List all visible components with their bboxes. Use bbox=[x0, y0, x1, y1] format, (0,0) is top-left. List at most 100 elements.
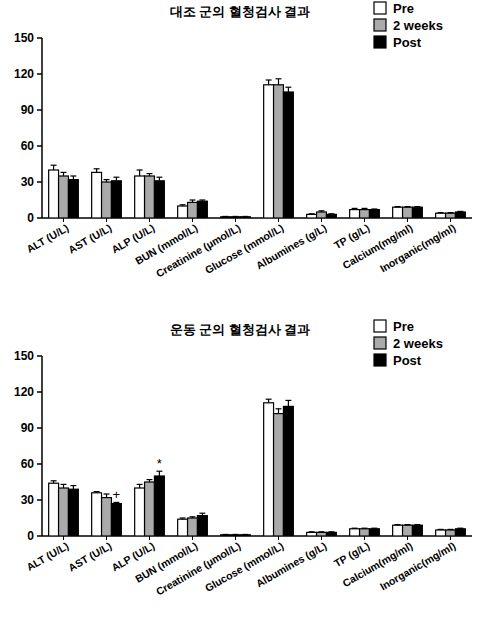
error-bar bbox=[309, 531, 315, 533]
y-tick-label: 120 bbox=[14, 67, 34, 81]
error-cap bbox=[319, 531, 325, 532]
bar bbox=[326, 214, 336, 218]
error-cap bbox=[51, 165, 57, 166]
y-axis bbox=[41, 38, 43, 218]
legend: Pre2 weeksPost bbox=[374, 319, 443, 368]
error-bar bbox=[457, 528, 463, 530]
error-cap bbox=[448, 212, 454, 213]
error-cap bbox=[405, 524, 411, 525]
y-tick bbox=[37, 217, 42, 219]
y-axis bbox=[41, 356, 43, 536]
error-bar bbox=[190, 517, 196, 518]
error-cap bbox=[137, 484, 143, 485]
bar bbox=[102, 498, 112, 536]
x-tick-label: ALT (U/L) bbox=[24, 539, 70, 573]
bars bbox=[49, 79, 466, 218]
bar bbox=[403, 207, 413, 218]
error-cap bbox=[94, 168, 100, 169]
chart: 대조 군의 혈청검사 결과0306090120150ALT (U/L)AST (… bbox=[14, 1, 472, 280]
error-cap bbox=[190, 516, 196, 517]
error-bar bbox=[242, 216, 248, 217]
bar bbox=[68, 180, 78, 218]
error-bar bbox=[242, 534, 248, 535]
bar bbox=[360, 210, 370, 218]
error-bar bbox=[328, 213, 334, 215]
bar bbox=[92, 172, 102, 218]
error-cap bbox=[328, 213, 334, 214]
error-line bbox=[288, 400, 289, 406]
y-tick bbox=[37, 109, 42, 111]
bar bbox=[317, 212, 327, 218]
error-cap bbox=[414, 524, 420, 525]
y-tick-label: 90 bbox=[21, 103, 35, 117]
error-bar bbox=[156, 177, 162, 181]
error-bar bbox=[199, 513, 205, 515]
error-bar bbox=[51, 481, 57, 483]
error-cap bbox=[223, 534, 229, 535]
error-cap bbox=[371, 528, 377, 529]
error-bar bbox=[104, 180, 110, 182]
bar bbox=[436, 530, 446, 536]
error-cap bbox=[70, 485, 76, 486]
y-tick-label: 0 bbox=[27, 529, 34, 543]
error-cap bbox=[319, 210, 325, 211]
error-bar bbox=[285, 400, 291, 406]
error-bar bbox=[438, 529, 444, 531]
error-bar bbox=[70, 486, 76, 490]
error-cap bbox=[328, 531, 334, 532]
bar bbox=[369, 529, 379, 536]
x-tick-label: Inorganic(mg/ml) bbox=[378, 221, 458, 274]
legend-swatch bbox=[374, 36, 386, 48]
bar bbox=[145, 176, 155, 218]
error-bar bbox=[113, 502, 119, 503]
error-cap bbox=[113, 177, 119, 178]
error-line bbox=[278, 79, 279, 85]
bar bbox=[455, 212, 465, 218]
bar bbox=[102, 182, 112, 218]
error-bar bbox=[147, 480, 153, 482]
error-bar bbox=[223, 216, 229, 217]
x-tick-label: AST (U/L) bbox=[66, 221, 113, 255]
error-line bbox=[268, 80, 269, 85]
legend-swatch bbox=[374, 19, 386, 31]
legend-swatch bbox=[374, 2, 386, 14]
error-cap bbox=[242, 534, 248, 535]
error-bar bbox=[61, 172, 67, 176]
y-tick-label: 60 bbox=[21, 139, 35, 153]
figure: 대조 군의 혈청검사 결과0306090120150ALT (U/L)AST (… bbox=[0, 0, 479, 619]
error-cap bbox=[309, 531, 315, 532]
bar bbox=[59, 176, 69, 218]
bar bbox=[436, 213, 446, 218]
error-cap bbox=[448, 529, 454, 530]
legend-label: Pre bbox=[393, 319, 414, 334]
error-line bbox=[139, 170, 140, 176]
y-tick-label: 90 bbox=[21, 421, 35, 435]
error-bar bbox=[448, 529, 454, 531]
bar bbox=[307, 532, 317, 536]
error-bar bbox=[70, 176, 76, 180]
error-bar bbox=[223, 534, 229, 535]
error-cap bbox=[457, 211, 463, 212]
x-tick-label: Inorganic(mg/ml) bbox=[378, 539, 458, 592]
bar bbox=[188, 518, 198, 536]
bar bbox=[135, 488, 145, 536]
error-bar bbox=[352, 208, 358, 209]
bar bbox=[111, 504, 121, 536]
error-bar bbox=[414, 206, 420, 208]
error-cap bbox=[180, 517, 186, 518]
y-tick bbox=[37, 499, 42, 501]
y-tick-label: 120 bbox=[14, 385, 34, 399]
y-tick-label: 30 bbox=[21, 175, 35, 189]
error-cap bbox=[362, 528, 368, 529]
error-bar bbox=[233, 534, 239, 535]
bar bbox=[274, 414, 284, 536]
error-bar bbox=[147, 174, 153, 176]
chart-title: 운동 군의 혈청검사 결과 bbox=[170, 322, 311, 337]
error-cap bbox=[395, 524, 401, 525]
error-cap bbox=[147, 173, 153, 174]
error-cap bbox=[180, 204, 186, 205]
error-cap bbox=[309, 213, 315, 214]
y-tick bbox=[37, 181, 42, 183]
error-bar bbox=[414, 524, 420, 526]
error-bar bbox=[319, 531, 325, 533]
